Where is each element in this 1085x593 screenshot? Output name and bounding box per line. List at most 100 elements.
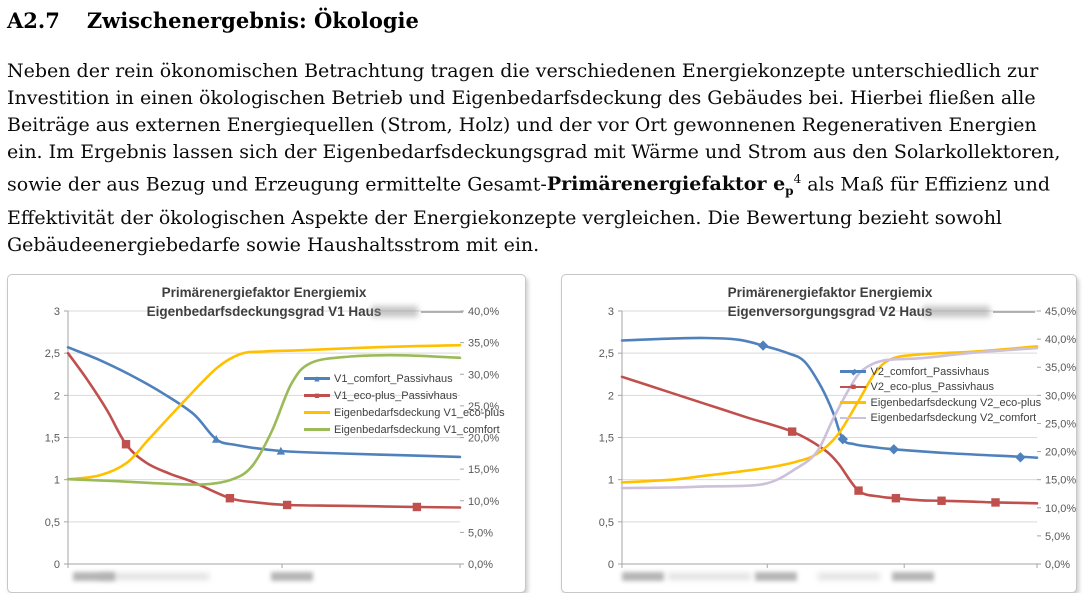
series-line <box>66 352 462 509</box>
left-axis-tick-label: 2,5 <box>599 348 614 360</box>
paragraph-text: Neben der rein ökonomischen Betrachtung … <box>7 60 1061 196</box>
right-axis-tick-label: 35,0% <box>468 338 499 350</box>
right-axis-tick-label: 15,0% <box>1045 475 1076 487</box>
right-axis-tick-label: 0,0% <box>468 559 493 571</box>
left-axis-tick-label: 0,5 <box>45 517 60 529</box>
legend-swatch: ◆ <box>840 366 867 377</box>
redacted-x-axis-label <box>621 572 664 582</box>
legend-swatch: ■ <box>304 390 330 401</box>
data-marker <box>282 500 292 510</box>
redacted-watermark <box>371 306 418 318</box>
legend-label: V2_comfort_Passivhaus <box>870 365 990 378</box>
right-axis-tick-label: 40,0% <box>468 306 499 318</box>
legend-swatch <box>840 397 867 408</box>
series-line <box>66 344 462 481</box>
left-axis-tick-label: 1,5 <box>45 433 60 445</box>
left-axis-tick-label: 0 <box>54 559 60 571</box>
legend-label: Eigenbedarfsdeckung V1_eco-plus <box>334 406 505 419</box>
chart-title-line1: Primärenergiefaktor Energiemix <box>727 285 933 301</box>
redacted-x-axis-label <box>891 572 934 582</box>
chart-title: Primärenergiefaktor Energiemix Eigenvers… <box>622 284 1037 322</box>
right-axis-tick-label: 45,0% <box>1045 306 1076 318</box>
right-axis-tick-label: 5,0% <box>1045 531 1070 543</box>
left-axis-tick-label: 2 <box>608 390 614 402</box>
chart-v1-haus: 3 2,5 2 1,5 1 0,5 0 40,0% 35,0% 30,0% 25,0% 20,0% 15… <box>7 274 527 593</box>
legend-item: Eigenbedarfsdeckung V2_eco-plus <box>840 395 1041 411</box>
legend-item: ▲ V1_comfort_Passivhaus <box>304 370 505 387</box>
redacted-x-axis-label <box>754 572 797 582</box>
legend-item: ■ V2_eco-plus_Passivhaus <box>840 380 1041 396</box>
footnote-marker: 4 <box>793 172 802 186</box>
legend-label: V2_eco-plus_Passivhaus <box>870 381 995 394</box>
legend-label: Eigenbedarfsdeckung V1_comfort <box>334 423 500 436</box>
bold-term-subscript: p <box>785 184 794 199</box>
left-axis-tick-label: 2 <box>54 390 60 402</box>
chart-title: Primärenergiefaktor Energiemix Eigenbeda… <box>68 284 463 322</box>
legend-label: Eigenbedarfsdeckung V2_comfort <box>870 412 1037 425</box>
right-axis-tick-label: 25,0% <box>1045 419 1076 431</box>
legend-item: ■ V1_eco-plus_Passivhaus <box>304 387 505 404</box>
legend-item: ◆ V2_comfort_Passivhaus <box>840 364 1041 380</box>
legend-marker-icon: ◆ <box>850 366 857 377</box>
right-axis-tick-label: 30,0% <box>468 369 499 381</box>
right-axis-tick-label: 35,0% <box>1045 362 1076 374</box>
legend-item: Eigenbedarfsdeckung V1_comfort <box>304 421 505 438</box>
left-axis-tick-label: 0,5 <box>599 517 614 529</box>
right-axis-tick-label: 5,0% <box>468 528 493 540</box>
legend-label: Eigenbedarfsdeckung V2_eco-plus <box>870 396 1042 409</box>
chart-title-line2: Eigenversorgungsgrad V2 Haus <box>727 304 933 320</box>
redacted-x-axis-label <box>270 572 313 582</box>
left-axis-tick-label: 1 <box>608 475 614 487</box>
legend-marker-icon: ■ <box>314 390 320 401</box>
left-axis-tick-label: 3 <box>54 306 60 318</box>
legend-swatch <box>304 424 330 435</box>
plot-area: 3 2,5 2 1,5 1 0,5 0 40,0% 35,0% 30,0% 25,0% 20,0% 15… <box>45 306 500 571</box>
data-marker <box>121 440 131 449</box>
legend-item: Eigenbedarfsdeckung V2_comfort <box>840 411 1041 427</box>
data-marker <box>892 494 901 503</box>
section-number: A2.7 <box>7 8 60 33</box>
legend-item: Eigenbedarfsdeckung V1_eco-plus <box>304 404 505 421</box>
legend-marker-icon: ■ <box>850 381 857 392</box>
chart-v2-haus: 3 2,5 2 1,5 1 0,5 0 45,0% 40,0% 35,0% 30,0% 25,0% 20… <box>561 274 1077 593</box>
right-axis-tick-label: 20,0% <box>1045 447 1076 459</box>
right-axis-tick-label: 10,0% <box>1045 503 1076 515</box>
charts-row: 3 2,5 2 1,5 1 0,5 0 40,0% 35,0% 30,0% 25,0% 20,0% 15… <box>7 274 1077 593</box>
left-axis-tick-label: 1,5 <box>599 433 614 445</box>
right-axis-tick-label: 25,0% <box>468 401 499 413</box>
redacted-watermark-line <box>993 311 1036 314</box>
data-marker <box>889 444 900 455</box>
chart-title-line1: Primärenergiefaktor Energiemix <box>161 285 367 301</box>
legend-marker-icon: ▲ <box>312 373 322 384</box>
section-heading: A2.7 Zwischenergebnis: Ökologie <box>7 8 1077 33</box>
legend-swatch <box>304 407 330 418</box>
data-marker <box>211 435 221 443</box>
data-marker <box>276 446 286 455</box>
series-line <box>621 346 1039 490</box>
series-line <box>66 354 462 486</box>
series-line <box>621 345 1039 484</box>
legend-label: V1_eco-plus_Passivhaus <box>334 389 458 402</box>
data-marker <box>937 496 947 506</box>
data-marker <box>1015 452 1027 463</box>
bold-term: Primärenergiefaktor ep <box>546 173 794 199</box>
redacted-watermark-line <box>421 311 463 314</box>
paragraph-text: als Maß für Effizienz und Effektivität d… <box>7 173 1051 257</box>
data-marker <box>225 494 235 503</box>
data-marker <box>758 340 769 351</box>
left-axis-tick-label: 2,5 <box>45 348 60 360</box>
body-paragraph: Neben der rein ökonomischen Betrachtung … <box>7 58 1077 259</box>
data-marker <box>854 486 864 495</box>
legend-swatch: ■ <box>840 381 867 393</box>
series-line <box>621 336 1039 460</box>
right-axis-tick-label: 0,0% <box>1045 559 1070 571</box>
chart-legend: ▲ V1_comfort_Passivhaus ■ V1_eco-plus_Pass… <box>304 370 505 438</box>
right-axis-tick-label: 30,0% <box>1045 390 1076 402</box>
right-axis-tick-label: 15,0% <box>468 464 499 476</box>
data-marker <box>838 434 849 445</box>
redacted-x-axis-label <box>72 572 115 582</box>
plot-area: 3 2,5 2 1,5 1 0,5 0 45,0% 40,0% 35,0% 30,0% 25,0% 20… <box>599 306 1077 571</box>
data-marker <box>991 498 1001 507</box>
redacted-watermark <box>922 306 991 318</box>
